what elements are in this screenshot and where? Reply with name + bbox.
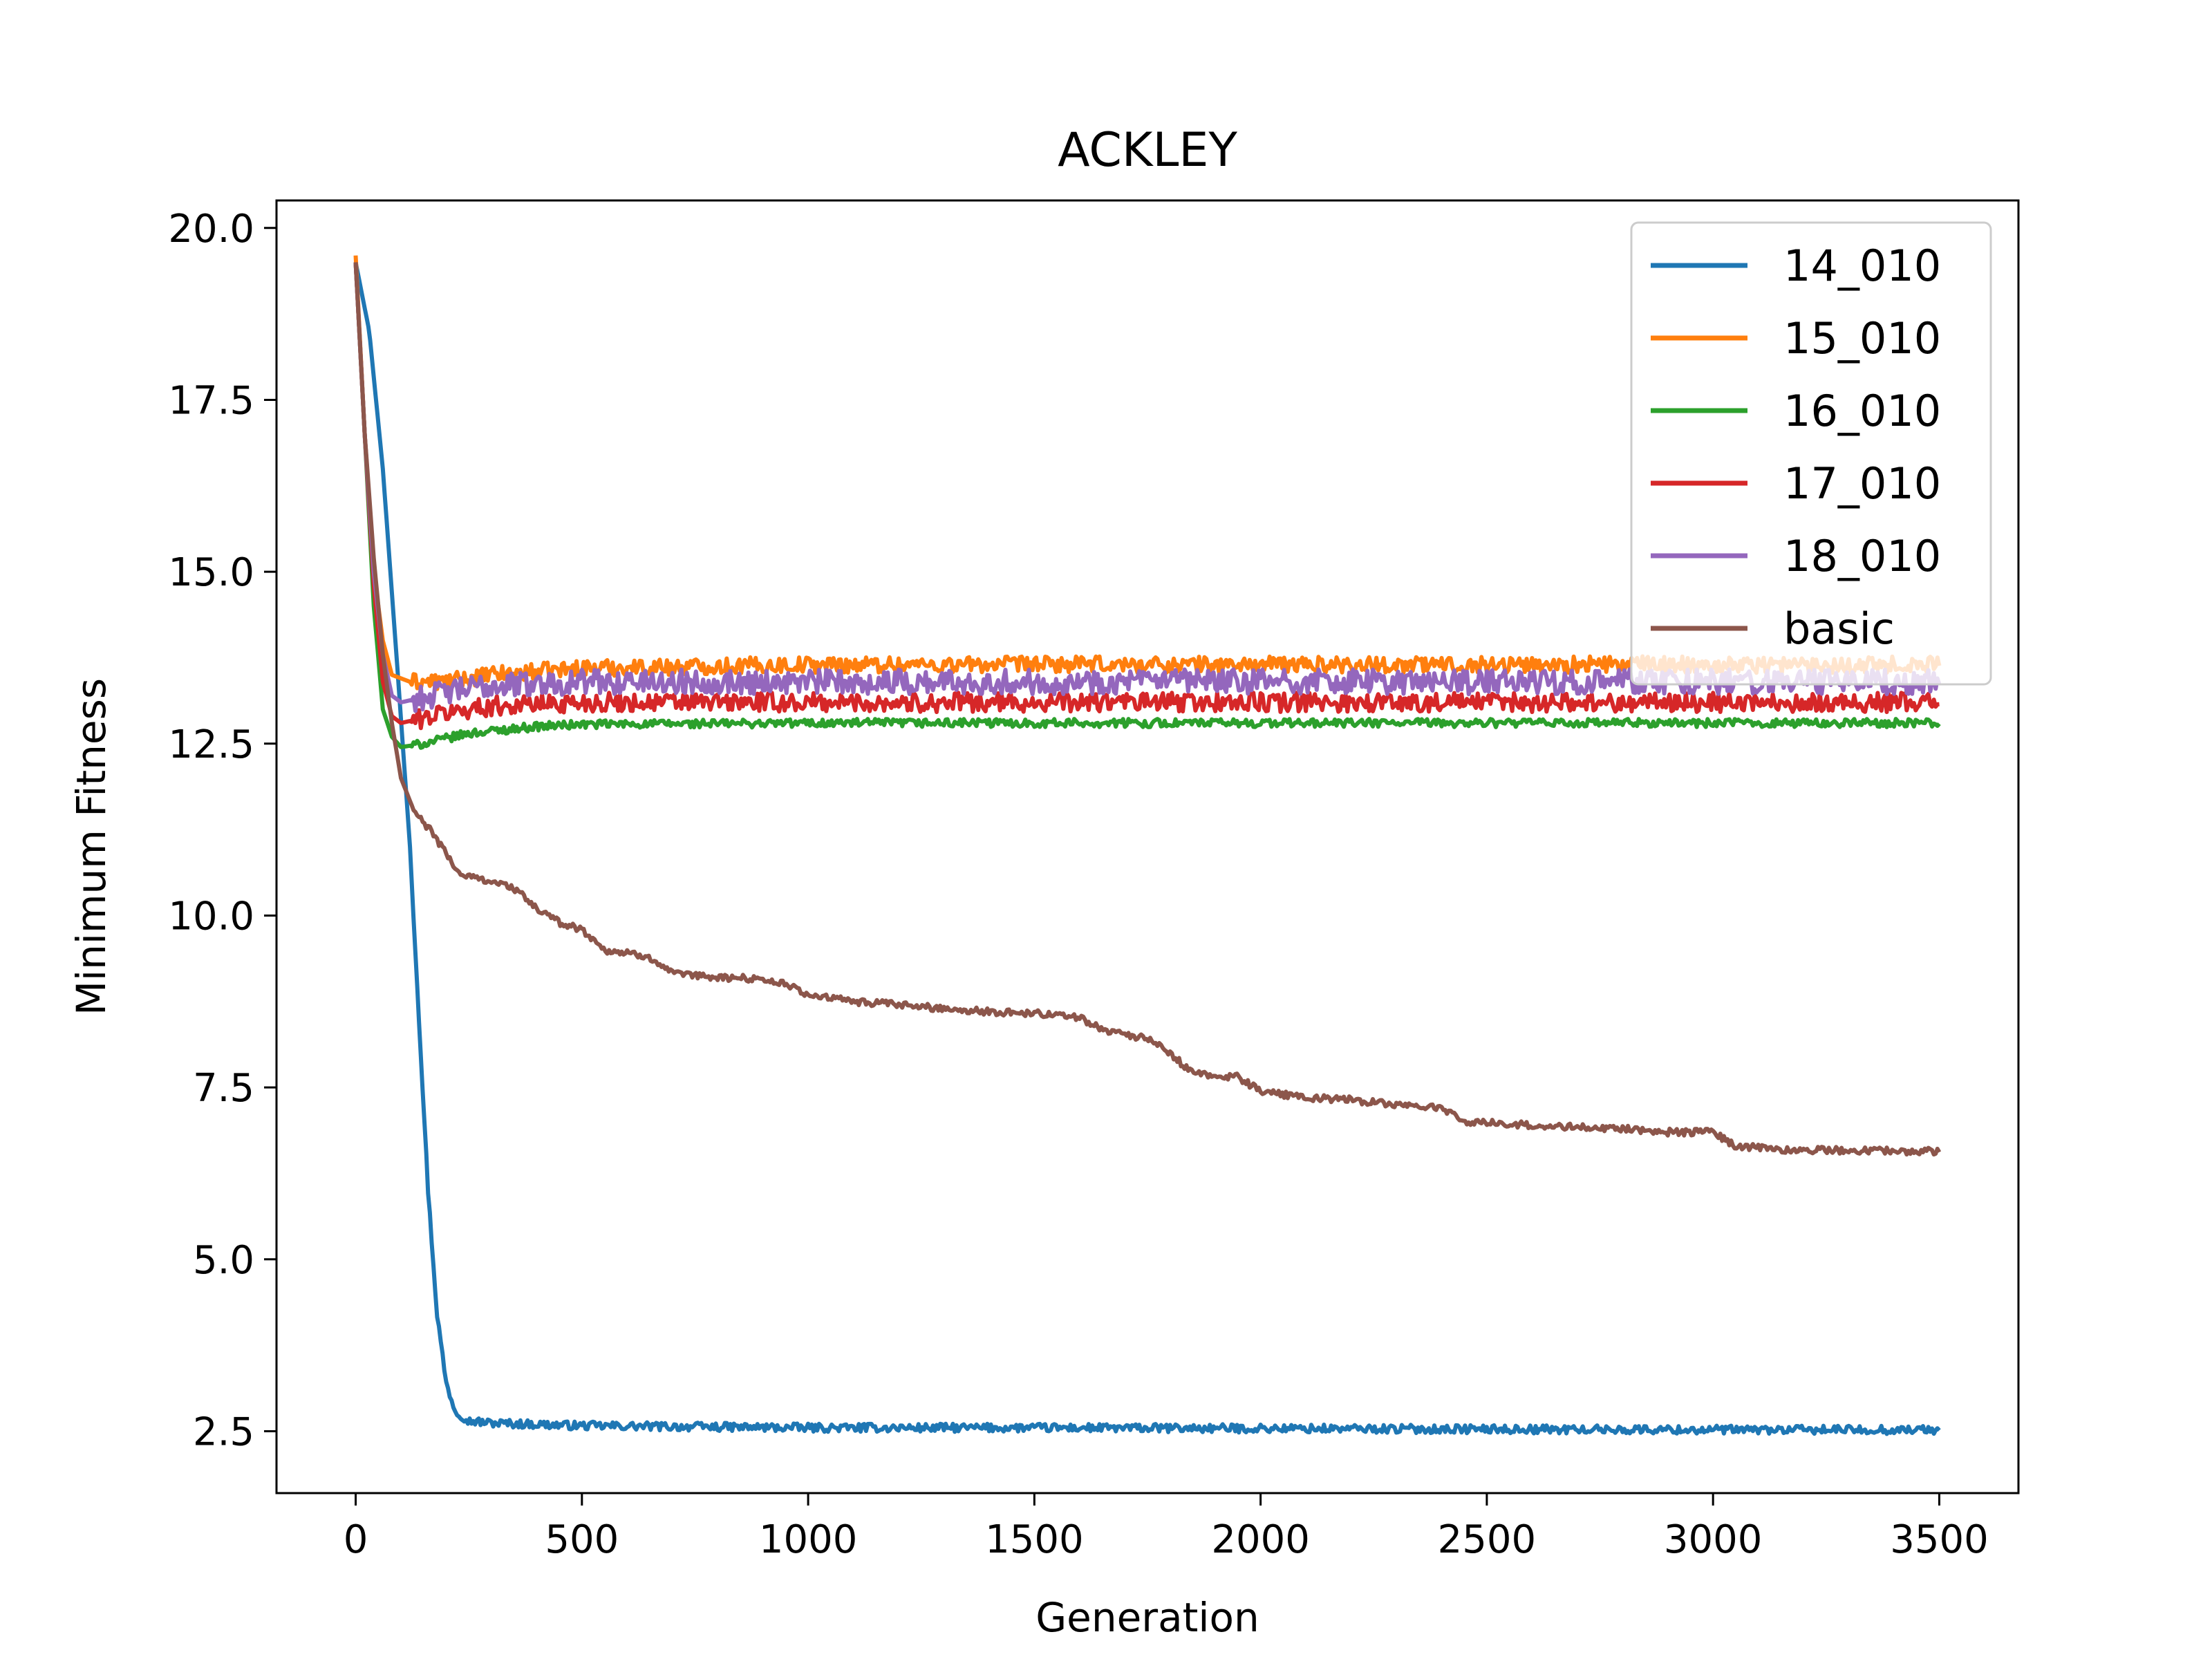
y-tick-label: 12.5 [168,722,254,767]
x-tick-label: 3500 [1890,1517,1989,1562]
series-line-basic [353,262,1942,1157]
y-tick-label: 7.5 [193,1066,254,1111]
series-line-17-010 [353,262,1940,731]
x-tick-label: 3000 [1664,1517,1763,1562]
series-line-14-010 [353,261,1941,1436]
y-tick-label: 20.0 [168,207,254,252]
y-tick-label: 5.0 [193,1238,254,1283]
legend-label: 17_010 [1783,458,1941,509]
legend-label: basic [1783,603,1895,654]
x-axis: 0 500 1000 1500 2000 2500 3000 3500 [344,1493,1989,1562]
plot-frame [275,199,2020,1494]
legend-label: 15_010 [1783,313,1941,364]
y-tick-label: 2.5 [193,1409,254,1454]
y-tick-label: 17.5 [168,378,254,423]
legend-label: 16_010 [1783,386,1941,436]
legend-label: 14_010 [1783,241,1941,291]
x-tick-label: 2500 [1438,1517,1537,1562]
y-tick-label: 10.0 [168,894,254,939]
y-tick-label: 15.0 [168,550,254,595]
x-tick-label: 0 [344,1517,368,1562]
y-axis-label: Minimum Fitness [68,678,115,1015]
series-layer [353,255,1942,1436]
y-axis: 2.5 5.0 7.5 10.0 12.5 15.0 17.5 20.0 [168,207,276,1454]
x-tick-label: 1000 [759,1517,858,1562]
series-line-16-010 [353,262,1941,750]
chart-title: ACKLEY [1058,123,1237,178]
legend-label: 18_010 [1783,531,1941,581]
x-tick-label: 2000 [1211,1517,1310,1562]
x-axis-label: Generation [1035,1594,1259,1641]
x-tick-label: 500 [545,1517,619,1562]
x-tick-label: 1500 [985,1517,1084,1562]
